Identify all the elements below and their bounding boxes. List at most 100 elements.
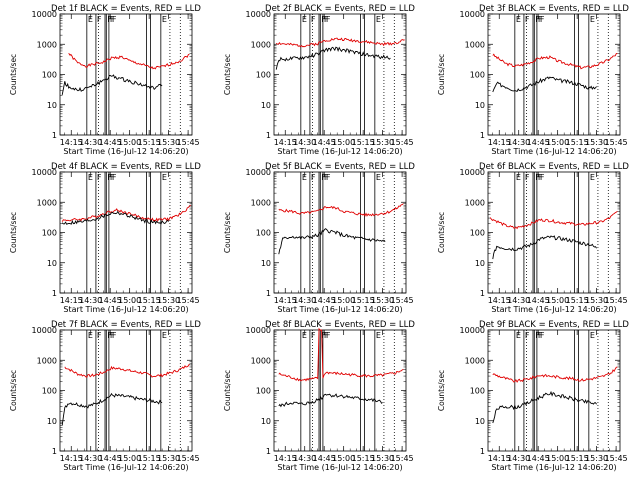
y-tick-label: 1000 — [465, 198, 485, 207]
lld-series-line — [275, 37, 405, 48]
panel-det-5: Det 5f BLACK = Events, RED = LLD 1 10 100 10… — [223, 162, 415, 314]
y-tick-label: 10000 — [246, 326, 271, 335]
x-tick-label: 14:45 — [527, 454, 550, 463]
y-axis-label: Counts/sec — [9, 370, 18, 411]
panel-title: Det 5f BLACK = Events, RED = LLD — [265, 162, 415, 172]
marker-label: F — [525, 173, 530, 182]
events-series-line — [278, 228, 386, 255]
axes-frame — [59, 171, 193, 294]
marker-label: FF — [107, 173, 117, 182]
marker-label: F — [110, 173, 115, 182]
y-tick-label: 100 — [42, 229, 57, 238]
lld-series-line — [278, 327, 404, 382]
y-axis-label: Counts/sec — [437, 212, 446, 253]
y-tick-label: 100 — [470, 387, 485, 396]
marker-label: FF — [321, 331, 331, 340]
panel-det-2: Det 2f BLACK = Events, RED = LLD 1 10 100 10… — [223, 4, 415, 156]
x-tick-label: 15:15 — [138, 138, 161, 147]
axes-frame — [59, 329, 193, 452]
x-axis-label: Start Time (16-Jul-12 14:06:20) — [63, 147, 188, 156]
marker-label: E — [88, 173, 93, 182]
y-tick-label: 1 — [266, 447, 271, 456]
x-tick-label: 14:15 — [488, 138, 511, 147]
y-tick-label: 100 — [470, 71, 485, 80]
marker-label: E — [376, 173, 381, 182]
x-tick-label: 14:30 — [507, 296, 530, 305]
marker-label: F — [538, 15, 543, 24]
marker-label: F — [525, 15, 530, 24]
x-axis-label: Start Time (16-Jul-12 14:06:20) — [491, 463, 616, 472]
marker-label: FF — [535, 15, 545, 24]
axes-frame — [487, 171, 621, 294]
x-tick-label: 15:45 — [391, 296, 414, 305]
panel-det-9: Det 9f BLACK = Events, RED = LLD 1 10 100 10… — [437, 320, 629, 472]
x-tick-label: 15:15 — [352, 454, 375, 463]
y-tick-label: 1 — [480, 131, 485, 140]
marker-label: F — [97, 15, 102, 24]
axes-frame — [59, 13, 193, 136]
y-tick-label: 1000 — [465, 40, 485, 49]
x-tick-label: 15:15 — [138, 296, 161, 305]
x-tick-label: 15:30 — [157, 138, 180, 147]
x-tick-label: 15:15 — [566, 454, 589, 463]
events-series-line — [492, 235, 597, 260]
y-tick-label: 1 — [480, 289, 485, 298]
x-axis-label: Start Time (16-Jul-12 14:06:20) — [277, 147, 402, 156]
panel-det-4: Det 4f BLACK = Events, RED = LLD 1 10 100 10… — [9, 162, 201, 314]
x-tick-label: 14:45 — [99, 454, 122, 463]
panel-title: Det 9f BLACK = Events, RED = LLD — [479, 320, 629, 330]
x-tick-label: 15:45 — [391, 138, 414, 147]
lld-series-line — [492, 52, 618, 70]
x-tick-label: 15:45 — [391, 454, 414, 463]
panel-det-8: Det 8f BLACK = Events, RED = LLD 1 10 100 10… — [223, 320, 415, 472]
x-tick-label: 15:30 — [585, 138, 608, 147]
lld-series-line — [489, 211, 618, 230]
x-tick-label: 14:45 — [313, 138, 336, 147]
x-tick-label: 14:45 — [313, 454, 336, 463]
x-tick-label: 15:00 — [546, 138, 569, 147]
y-axis-label: Counts/sec — [437, 370, 446, 411]
x-tick-label: 14:30 — [507, 138, 530, 147]
marker-label: F — [324, 173, 329, 182]
panel-title: Det 2f BLACK = Events, RED = LLD — [265, 4, 415, 14]
marker-label: F — [311, 173, 316, 182]
y-tick-label: 10000 — [460, 10, 485, 19]
marker-label: FF — [107, 15, 117, 24]
events-series-line — [275, 46, 391, 70]
x-tick-label: 15:45 — [177, 296, 200, 305]
x-tick-label: 15:00 — [332, 454, 355, 463]
marker-label: E — [302, 15, 307, 24]
y-axis-label: Counts/sec — [223, 54, 232, 95]
x-tick-label: 15:00 — [546, 296, 569, 305]
y-tick-label: 10 — [261, 101, 271, 110]
x-tick-label: 14:15 — [60, 138, 83, 147]
axes-frame — [273, 171, 407, 294]
marker-label: E — [516, 173, 521, 182]
axes-frame — [273, 329, 407, 452]
x-tick-label: 14:45 — [313, 296, 336, 305]
x-axis-label: Start Time (16-Jul-12 14:06:20) — [277, 305, 402, 314]
marker-label: F — [324, 15, 329, 24]
x-tick-label: 15:45 — [605, 138, 628, 147]
y-tick-label: 10 — [475, 259, 485, 268]
y-tick-label: 100 — [470, 229, 485, 238]
y-tick-label: 10000 — [246, 168, 271, 177]
marker-label: F — [538, 331, 543, 340]
y-tick-label: 1000 — [465, 356, 485, 365]
panel-det-7: Det 7f BLACK = Events, RED = LLD 1 10 100 10… — [9, 320, 201, 472]
y-tick-label: 1 — [266, 131, 271, 140]
y-tick-label: 1000 — [37, 198, 57, 207]
x-tick-label: 14:30 — [293, 454, 316, 463]
x-tick-label: 15:00 — [118, 296, 141, 305]
marker-label: E — [376, 331, 381, 340]
y-tick-label: 10 — [47, 417, 57, 426]
panel-title: Det 3f BLACK = Events, RED = LLD — [479, 4, 629, 14]
panel-title: Det 7f BLACK = Events, RED = LLD — [51, 320, 201, 330]
y-tick-label: 10000 — [32, 10, 57, 19]
y-tick-label: 1 — [52, 447, 57, 456]
x-tick-label: 15:30 — [585, 454, 608, 463]
marker-label: E — [590, 173, 595, 182]
y-tick-label: 10 — [47, 259, 57, 268]
y-tick-label: 1 — [52, 131, 57, 140]
